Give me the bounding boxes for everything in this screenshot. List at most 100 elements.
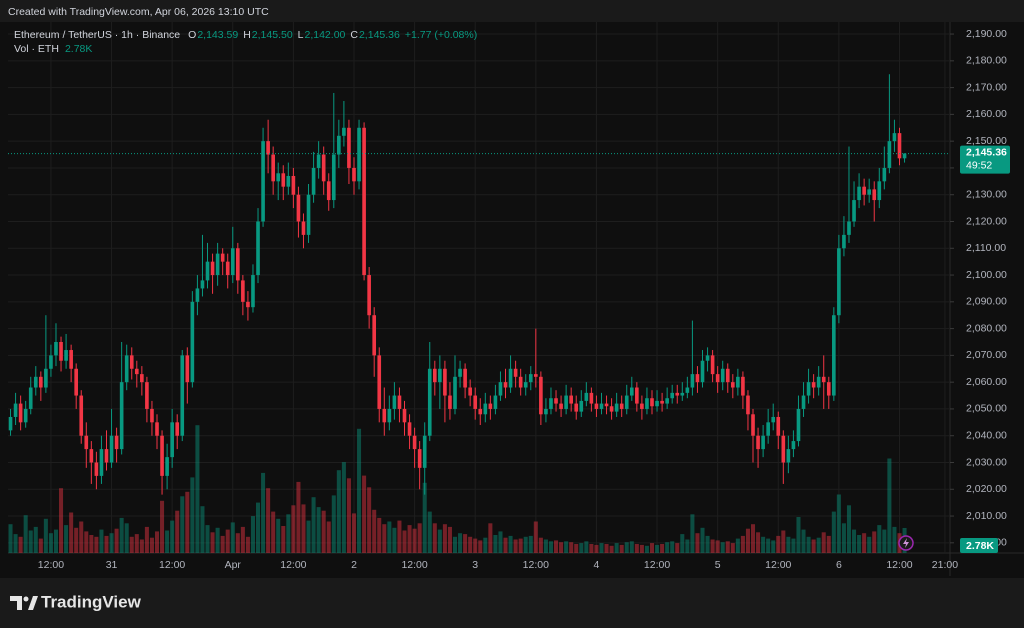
y-tick-label: 2,040.00 [966, 429, 1007, 441]
volume-bar [144, 526, 149, 553]
candle-body [715, 374, 720, 383]
logo-dot [23, 596, 29, 602]
volume-bar [887, 458, 892, 553]
candle-body [28, 387, 33, 409]
last-volume-label: 2.78K [966, 540, 994, 552]
candle-body [155, 422, 159, 436]
volume-bar [281, 526, 286, 553]
volume-bar [387, 521, 392, 553]
y-tick-label: 2,180.00 [966, 55, 1007, 67]
volume-bar [776, 535, 781, 553]
candle-body [837, 248, 841, 316]
candle-body [89, 449, 94, 463]
last-price-label: 2,145.36 [966, 146, 1007, 158]
volume-bar [796, 517, 801, 553]
candle-body [730, 382, 735, 388]
volume-bar [346, 478, 351, 553]
candle-body [407, 422, 412, 436]
y-tick-label: 2,190.00 [966, 28, 1007, 40]
candle-body [635, 387, 639, 404]
volume-bar [23, 515, 28, 553]
alert-icon[interactable] [898, 535, 914, 551]
volume-bar [89, 535, 94, 553]
candle-body [140, 374, 144, 383]
volume-bar [84, 531, 89, 553]
volume-bar [250, 516, 255, 553]
volume-bar [801, 529, 806, 553]
y-tick-label: 2,150.00 [966, 135, 1007, 147]
candle-body [261, 141, 265, 222]
volume-bar [518, 538, 523, 553]
legend-title: Ethereum / TetherUS · 1h · Binance [14, 29, 180, 41]
volume-bar [857, 535, 862, 553]
candle-body [498, 382, 503, 396]
volume-bar [846, 505, 852, 553]
candle-body [559, 403, 563, 409]
volume-bar [94, 536, 99, 553]
candle-body [523, 382, 528, 388]
volume-bar [826, 535, 831, 553]
volume-bar [341, 462, 346, 553]
candle-body [584, 392, 589, 401]
volume-bar [139, 539, 144, 553]
candle-body [54, 341, 58, 356]
volume-bar [321, 510, 326, 553]
candle-body [756, 435, 760, 450]
volume-bar [791, 538, 796, 553]
volume-bar [200, 506, 205, 553]
candle-body [877, 181, 882, 201]
volume-bar [533, 521, 538, 553]
candle-body [741, 376, 745, 396]
volume-bar [685, 539, 690, 553]
volume-bar [735, 538, 740, 553]
candle-body [675, 392, 680, 396]
volume-bar [771, 540, 776, 553]
volume-bar [276, 518, 281, 553]
candle-body [331, 154, 336, 201]
volume-legend-value: 2.78K [65, 43, 92, 55]
volume-bar [761, 536, 766, 553]
volume-bar [831, 511, 836, 553]
candle-body [609, 406, 614, 412]
candle-body [832, 315, 836, 396]
candle-body [94, 462, 99, 476]
header-bar [0, 0, 1024, 22]
volume-bar [695, 533, 700, 553]
candle-body [624, 395, 629, 409]
candle-body [109, 435, 114, 463]
x-tick-label: 12:00 [765, 559, 791, 571]
candle-body [811, 382, 816, 388]
volume-bar [700, 527, 705, 553]
candle-body [513, 368, 518, 377]
x-tick-label: 21:00 [932, 559, 958, 571]
candle-body [902, 153, 907, 159]
volume-bar [543, 539, 548, 553]
volume-bar [447, 526, 452, 553]
candle-body [645, 398, 649, 409]
y-tick-label: 2,070.00 [966, 349, 1007, 361]
candle-body [554, 398, 558, 404]
volume-bar [452, 536, 458, 553]
candle-body [816, 376, 821, 388]
candle-body [534, 374, 538, 377]
countdown: 49:52 [966, 159, 992, 171]
candle-body [448, 395, 452, 409]
volume-bar [882, 529, 887, 553]
candle-body [64, 350, 68, 361]
volume-bar [705, 535, 710, 553]
alert-bolt[interactable] [903, 538, 909, 548]
candle-body [443, 368, 447, 396]
volume-bar [149, 537, 154, 553]
volume-bar [892, 526, 897, 553]
volume-bar [554, 540, 559, 553]
candle-body [801, 395, 806, 409]
candle-body [503, 382, 508, 388]
candle-body [508, 368, 513, 388]
candle-body [574, 403, 579, 412]
candle-body [422, 435, 427, 468]
volume-bar [422, 482, 427, 553]
candle-body [488, 403, 493, 409]
candle-body [710, 355, 715, 375]
candle-body [796, 408, 801, 442]
candle-body [857, 186, 861, 201]
